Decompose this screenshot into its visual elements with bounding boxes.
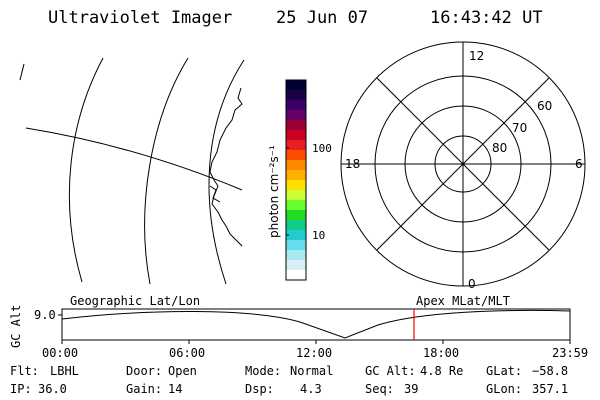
colorbar: [286, 80, 306, 281]
colorbar-segment: [286, 150, 306, 161]
polar-plot: [340, 41, 586, 287]
colorbar-segment: [286, 260, 306, 271]
timeline-xtick-label: 18:00: [423, 346, 460, 360]
timeline-xtick-label: 00:00: [42, 346, 79, 360]
status-label-door: Door:: [126, 364, 163, 378]
colorbar-frame: [285, 79, 307, 281]
colorbar-segment: [286, 200, 306, 211]
mlt-label-6: 6: [575, 157, 583, 171]
timeline-right-title: Apex MLat/MLT: [416, 294, 510, 308]
status-label-ip: IP:: [10, 382, 32, 396]
lat-label-80: 80: [492, 141, 507, 155]
time-label: 16:43:42 UT: [430, 8, 543, 28]
status-value-door: Open: [168, 364, 197, 378]
longitude-line: [208, 59, 245, 285]
colorbar-segment: [286, 90, 306, 101]
colorbar-segment: [286, 110, 306, 121]
coastline: [209, 87, 243, 247]
status-label-glon: GLon:: [486, 382, 523, 396]
mlt-label-18: 18: [345, 157, 360, 171]
timeline-ytick-label: 9.0: [34, 308, 56, 322]
status-value-filter: LBHL: [50, 364, 79, 378]
lat-label-70: 70: [512, 121, 527, 135]
timeline-xtick-label: 06:00: [169, 346, 206, 360]
timeline-left-title: Geographic Lat/Lon: [70, 294, 201, 308]
status-value-seq: 39: [404, 382, 419, 396]
timeline-xtick-label: 23:59: [552, 346, 589, 360]
colorbar-segment: [286, 240, 306, 251]
timeline-yaxis-label: GC Alt: [9, 305, 23, 348]
latitude-line: [25, 127, 243, 191]
longitude-line: [144, 57, 189, 285]
status-label-filter: Flt:: [10, 364, 39, 378]
colorbar-tick-label: 100: [312, 142, 332, 155]
colorbar-unit-label: photon cm⁻²s⁻¹: [267, 145, 281, 238]
status-label-dsp: Dsp:: [245, 382, 274, 396]
colorbar-segment: [286, 270, 306, 281]
status-value-glat: −58.8: [532, 364, 569, 378]
status-label-gain: Gain:: [126, 382, 163, 396]
colorbar-segment: [286, 80, 306, 91]
timeline-frame: [61, 308, 571, 341]
status-value-gain: 14: [168, 382, 183, 396]
colorbar-segment: [286, 100, 306, 111]
polar-diagonal: [376, 77, 550, 251]
colorbar-segment: [286, 130, 306, 141]
status-value-gc-alt: 4.8 Re: [420, 364, 464, 378]
mlt-label-0: 0: [468, 277, 476, 291]
date-label: 25 Jun 07: [276, 8, 369, 28]
colorbar-segment: [286, 140, 306, 151]
colorbar-segment: [286, 170, 306, 181]
colorbar-tick-label: 10: [312, 229, 325, 242]
colorbar-segment: [286, 210, 306, 221]
map-grid-fragment: [19, 63, 25, 81]
altitude-trace: [61, 309, 571, 339]
colorbar-segment: [286, 180, 306, 191]
status-value-mode: Normal: [290, 364, 334, 378]
coastline: [209, 185, 221, 203]
status-label-gc-alt: GC Alt:: [365, 364, 416, 378]
status-label-seq: Seq:: [365, 382, 394, 396]
colorbar-segment: [286, 120, 306, 131]
mlt-label-12: 12: [469, 49, 484, 63]
longitude-line: [68, 57, 104, 283]
colorbar-segment: [286, 230, 306, 241]
instrument-title: Ultraviolet Imager: [48, 8, 233, 28]
status-label-glat: GLat:: [486, 364, 523, 378]
lat-label-60: 60: [537, 99, 552, 113]
timeline-xtick-label: 12:00: [296, 346, 333, 360]
status-label-mode: Mode:: [245, 364, 282, 378]
geographic-map: [19, 57, 245, 285]
colorbar-segment: [286, 250, 306, 261]
colorbar-segment: [286, 160, 306, 171]
status-value-dsp: 4.3: [300, 382, 322, 396]
colorbar-segment: [286, 220, 306, 231]
status-value-glon: 357.1: [532, 382, 569, 396]
colorbar-segment: [286, 190, 306, 201]
status-value-ip: 36.0: [38, 382, 67, 396]
